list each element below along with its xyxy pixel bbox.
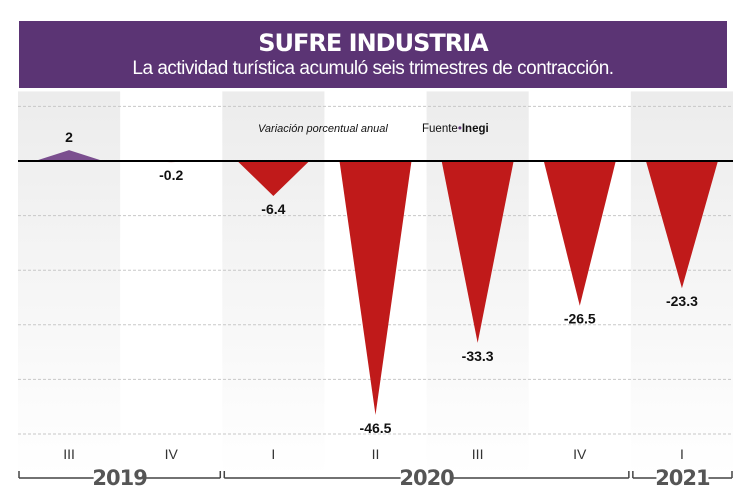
bar-2 — [237, 161, 310, 196]
chart-title: SUFRE INDUSTRIA — [258, 29, 488, 57]
year-label: 2021 — [655, 466, 710, 490]
source-name: Inegi — [462, 123, 489, 135]
data-label: -33.3 — [462, 348, 494, 364]
x-tick-label: I — [271, 446, 275, 462]
x-tick-label: III — [63, 446, 75, 462]
data-label: 2 — [65, 129, 73, 145]
data-label: -26.5 — [564, 311, 596, 327]
x-tick-label: III — [472, 446, 484, 462]
data-label: -0.2 — [159, 167, 183, 183]
y-unit-label: Variación porcentual anual — [258, 123, 388, 135]
bar-6 — [645, 161, 718, 289]
column-background — [222, 91, 325, 478]
x-tick-label: II — [372, 446, 380, 462]
bar-4 — [441, 161, 514, 343]
x-tick-label: IV — [573, 446, 587, 462]
bar-5 — [543, 161, 616, 306]
column-background — [18, 91, 121, 478]
chart-header: SUFRE INDUSTRIA La actividad turística a… — [19, 21, 727, 88]
year-label: 2020 — [399, 466, 454, 490]
x-tick-label: IV — [165, 446, 179, 462]
year-label: 2019 — [92, 466, 147, 490]
source-dot: • — [458, 123, 462, 135]
bar-0 — [35, 150, 104, 161]
data-label: -46.5 — [360, 420, 392, 436]
bar-3 — [339, 161, 412, 415]
data-label: -6.4 — [261, 201, 285, 217]
source-label: Fuente•Inegi — [422, 123, 489, 135]
x-tick-label: I — [680, 446, 684, 462]
source-prefix: Fuente — [422, 123, 458, 135]
data-label: -23.3 — [666, 293, 698, 309]
chart-subtitle: La actividad turística acumuló seis trim… — [132, 58, 614, 79]
